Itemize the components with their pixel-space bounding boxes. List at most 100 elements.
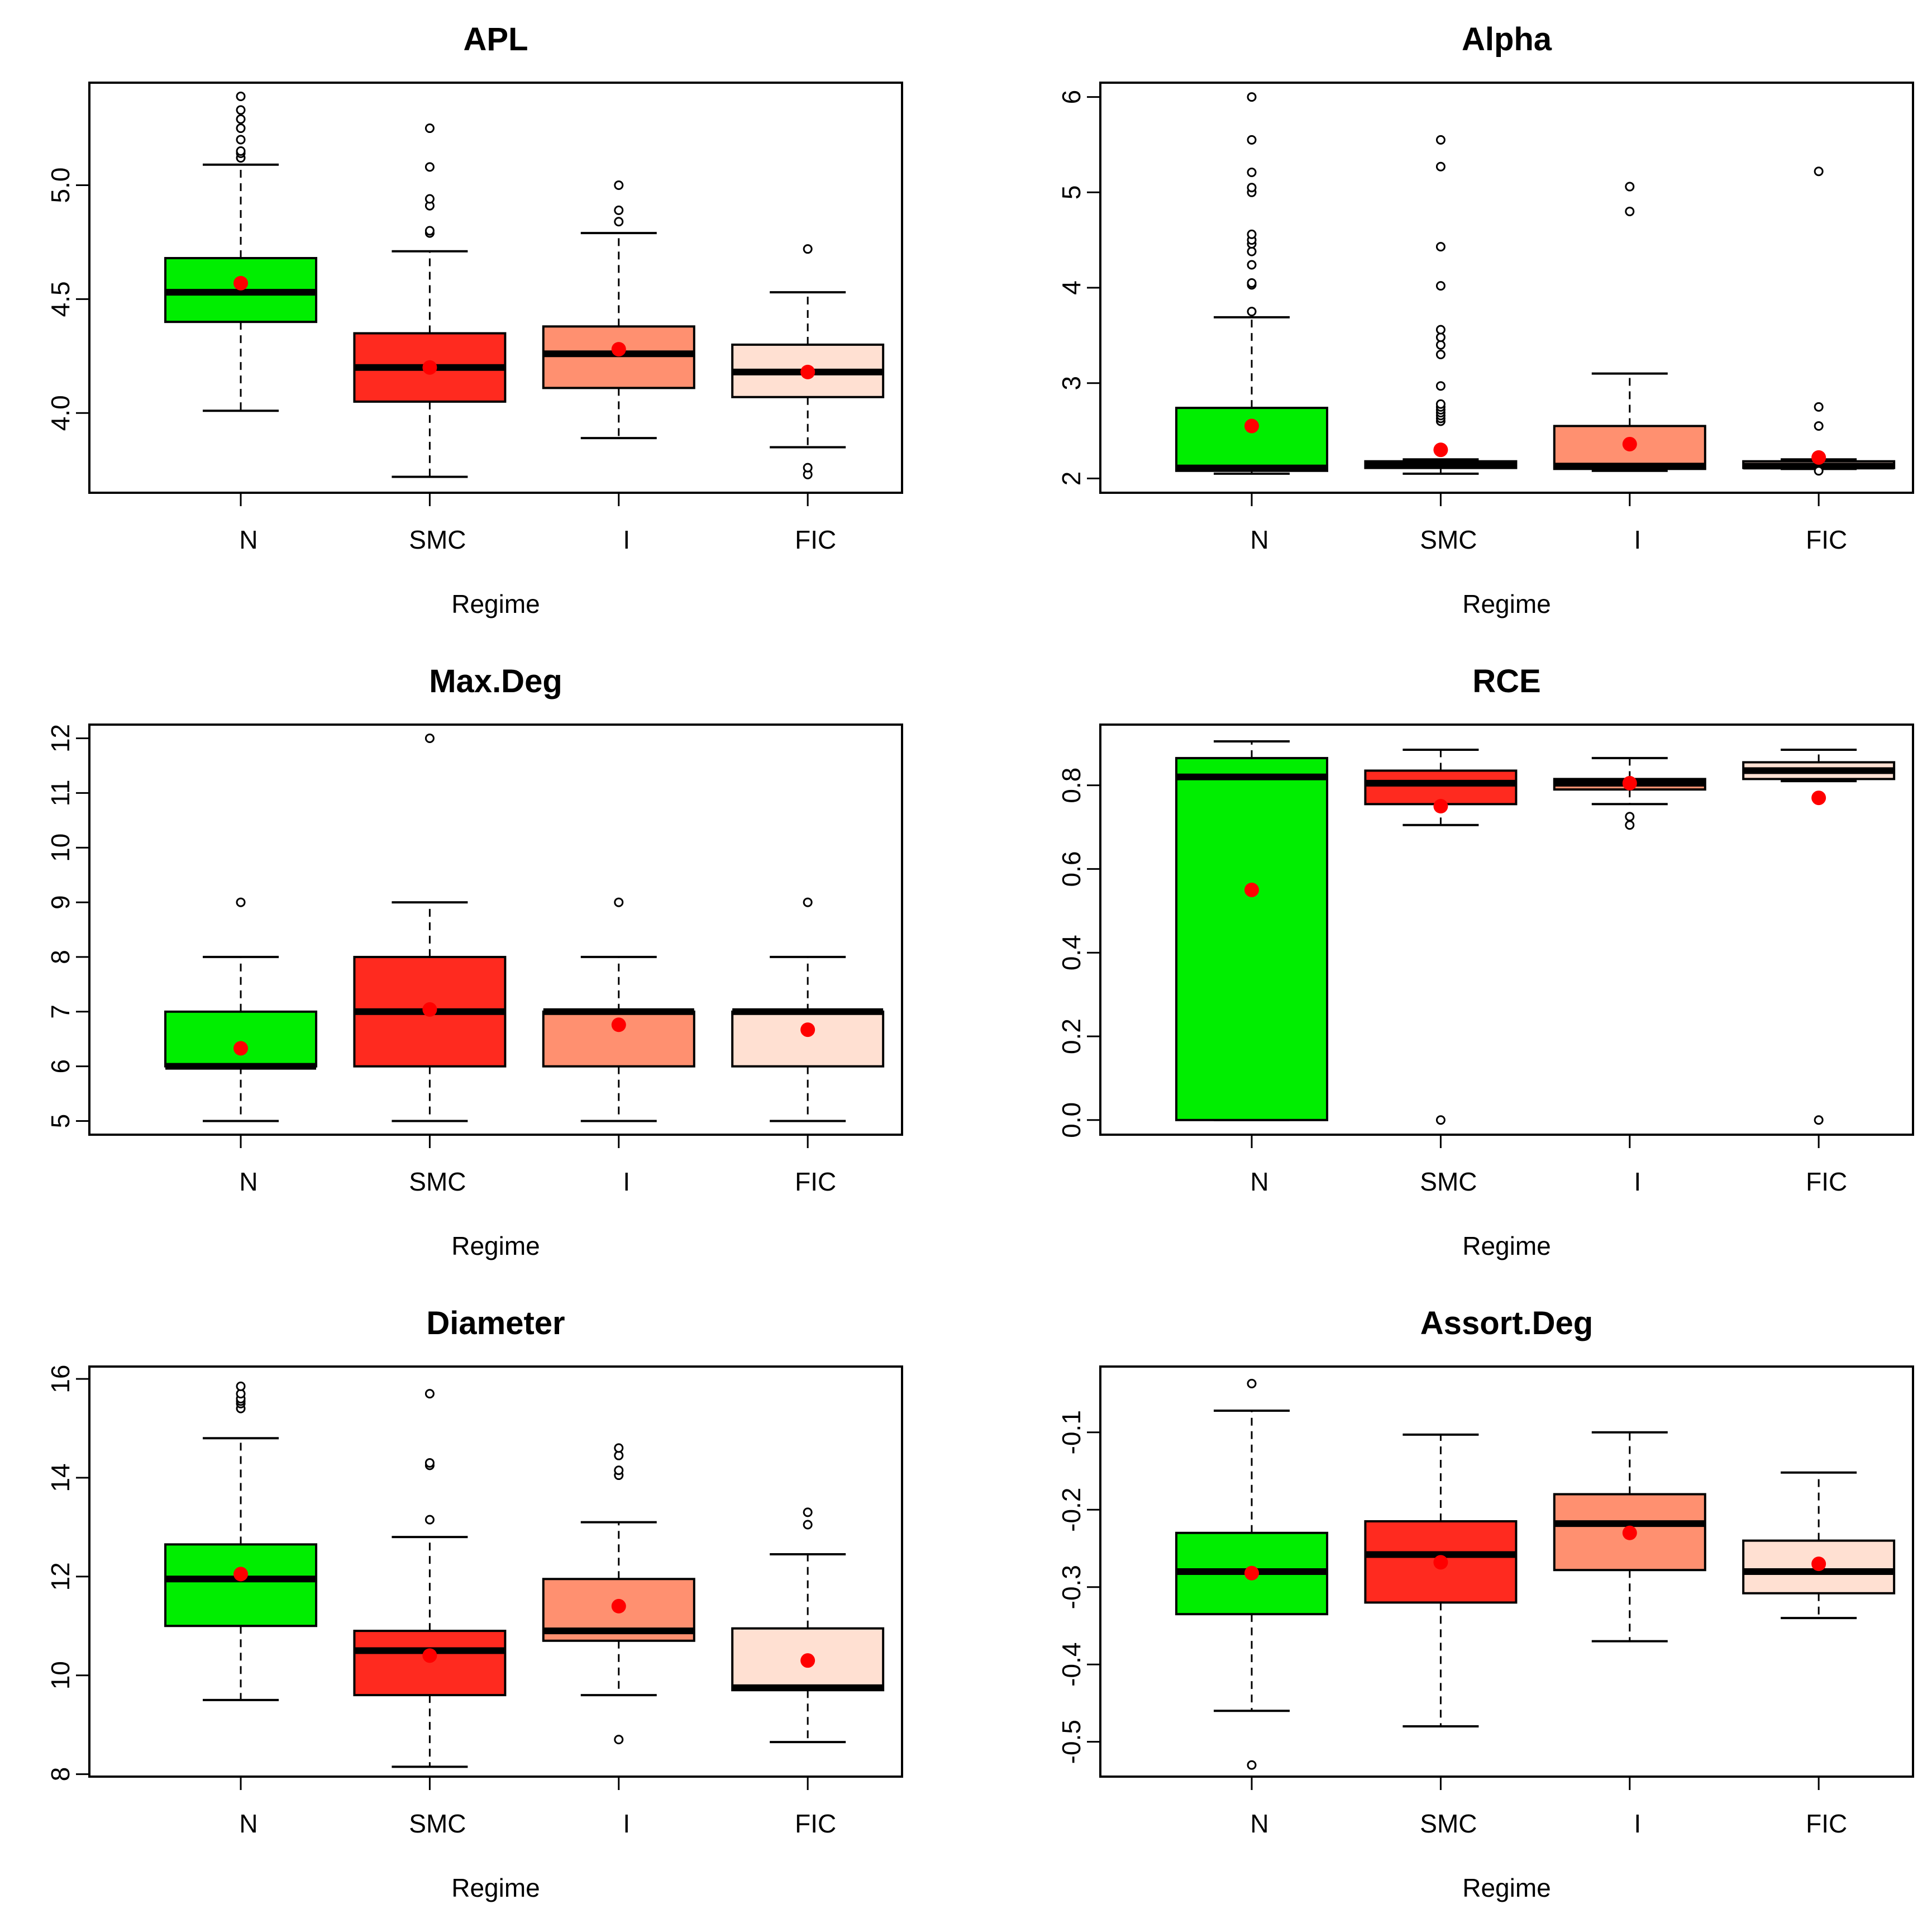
outlier-point (1435, 1115, 1446, 1125)
y-tick-label: 8 (46, 950, 75, 964)
box-I (1553, 756, 1706, 830)
outlier-point (1247, 1378, 1257, 1388)
x-tick-label: FIC (795, 1167, 836, 1196)
y-tick-label: -0.1 (1057, 1410, 1086, 1454)
mean-marker (233, 1041, 249, 1056)
mean-marker (233, 1567, 249, 1582)
outlier-point (614, 217, 624, 227)
outlier-point (424, 162, 435, 172)
x-tick-label: FIC (795, 1809, 836, 1838)
box-iqr (731, 1010, 885, 1068)
y-tick-label: 4 (1057, 280, 1086, 295)
panel-4: Diameter 8 10 12 14 16 N SMC I FIC Regime (46, 1305, 903, 1902)
y-tick-label: 12 (46, 724, 75, 753)
panel-title: Alpha (1462, 21, 1552, 58)
outlier-point (803, 463, 813, 473)
box-SMC (1364, 748, 1518, 1125)
box-N (164, 91, 318, 412)
box-I (1553, 1431, 1706, 1643)
y-tick-label: -0.4 (1057, 1643, 1086, 1687)
y-tick-label: -0.5 (1057, 1720, 1086, 1764)
y-tick-label: 11 (46, 779, 75, 806)
y-tick-label: 4.0 (46, 395, 75, 431)
panel-title: Diameter (426, 1305, 565, 1341)
x-axis-label: Regime (451, 1873, 540, 1902)
y-tick-label: 10 (46, 834, 75, 862)
x-tick-label: SMC (1420, 1167, 1477, 1196)
outlier-point (1625, 812, 1635, 822)
outlier-point (1625, 182, 1635, 192)
box-N (164, 897, 318, 1122)
outlier-point (803, 1520, 813, 1530)
box-I (1553, 182, 1706, 472)
x-tick-label: FIC (1806, 525, 1847, 554)
box-iqr (164, 1543, 318, 1627)
mean-marker (1811, 450, 1826, 465)
outlier-point (1814, 1115, 1824, 1125)
outlier-point (1247, 229, 1257, 239)
box-iqr (1175, 756, 1329, 1121)
outlier-point (236, 1381, 246, 1391)
mean-marker (1622, 775, 1637, 791)
y-tick-label: 4.5 (46, 281, 75, 317)
mean-marker (1622, 1525, 1637, 1540)
outlier-point (1247, 307, 1257, 317)
outlier-point (1247, 167, 1257, 177)
box-I (542, 1443, 695, 1745)
mean-marker (422, 360, 437, 375)
outlier-point (236, 146, 246, 156)
outlier-point (803, 244, 813, 254)
outlier-point (1814, 421, 1824, 431)
x-axis-label: Regime (451, 589, 540, 618)
y-tick-label: 10 (46, 1661, 75, 1689)
box-SMC (1364, 1433, 1518, 1727)
mean-marker (1244, 418, 1260, 434)
mean-marker (1433, 799, 1448, 814)
outlier-point (1625, 820, 1635, 830)
outlier-point (614, 897, 624, 907)
outlier-point (424, 1458, 435, 1468)
panel-title: APL (464, 21, 528, 58)
outlier-point (424, 733, 435, 743)
y-tick-label: 0.2 (1057, 1018, 1086, 1054)
x-tick-label: SMC (409, 525, 466, 554)
outlier-point (1435, 399, 1446, 409)
outlier-point (614, 205, 624, 215)
x-tick-label: SMC (1420, 1809, 1477, 1838)
x-tick-label: N (239, 525, 257, 554)
x-axis-label: Regime (1462, 1231, 1551, 1260)
outlier-point (424, 1515, 435, 1525)
x-tick-label: SMC (409, 1167, 466, 1196)
mean-marker (422, 1648, 437, 1663)
outlier-point (1435, 281, 1446, 291)
panel-5: Assort.Deg -0.5 -0.4 -0.3 -0.2 -0.1 N SMC I FIC Re… (1057, 1305, 1914, 1902)
plot-frame (88, 82, 903, 494)
box-N (1175, 92, 1329, 475)
mean-marker (1244, 882, 1260, 897)
box-SMC (353, 733, 507, 1122)
x-axis-label: Regime (1462, 589, 1551, 618)
outlier-point (614, 1735, 624, 1745)
mean-marker (611, 1017, 626, 1032)
box-FIC (731, 897, 885, 1122)
outlier-point (236, 105, 246, 115)
box-I (542, 180, 695, 440)
outlier-point (1435, 381, 1446, 391)
panel-title: Max.Deg (429, 663, 562, 699)
x-tick-label: N (1250, 1167, 1268, 1196)
y-tick-label: 0.8 (1057, 768, 1086, 803)
outlier-point (1435, 340, 1446, 350)
y-tick-label: 8 (46, 1767, 75, 1782)
outlier-point (614, 180, 624, 190)
mean-marker (1433, 442, 1448, 458)
y-tick-label: -0.3 (1057, 1565, 1086, 1609)
mean-marker (611, 1598, 626, 1613)
box-iqr (1175, 407, 1329, 472)
x-tick-label: I (623, 1167, 630, 1196)
outlier-point (236, 91, 246, 101)
outlier-point (614, 1443, 624, 1453)
outlier-point (803, 897, 813, 907)
box-FIC (1742, 166, 1896, 476)
box-FIC (1742, 1471, 1896, 1620)
